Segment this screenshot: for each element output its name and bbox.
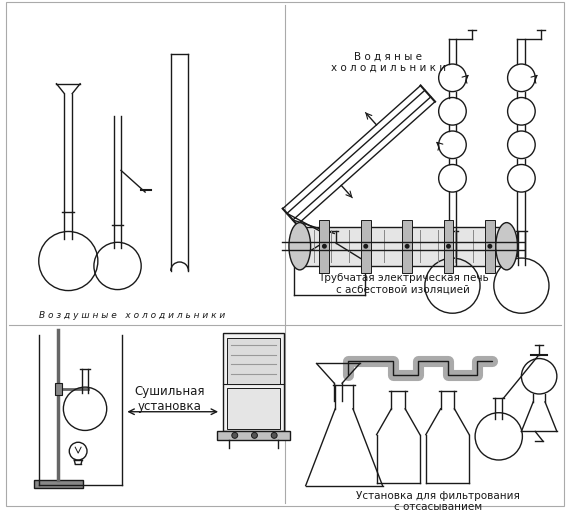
Bar — [55, 383, 62, 395]
Text: В о д я н ы е
х о л о д и л ь н и к и: В о д я н ы е х о л о д и л ь н и к и — [331, 51, 446, 73]
Circle shape — [322, 244, 327, 249]
Bar — [223, 333, 284, 431]
Bar — [443, 220, 453, 273]
Bar — [300, 227, 507, 266]
Circle shape — [271, 432, 277, 438]
Bar — [485, 220, 495, 273]
Bar — [217, 431, 290, 440]
Text: Установка для фильтрования
с отсасыванием: Установка для фильтрования с отсасывание… — [356, 491, 520, 512]
Bar — [361, 220, 370, 273]
Circle shape — [251, 432, 258, 438]
Bar — [34, 480, 83, 488]
Bar — [402, 220, 412, 273]
Bar — [227, 388, 280, 429]
Circle shape — [405, 244, 410, 249]
Circle shape — [487, 244, 492, 249]
Text: Трубчатая электрическая печь
с асбестовой изоляцией: Трубчатая электрическая печь с асбестово… — [318, 273, 488, 295]
Circle shape — [363, 244, 368, 249]
Ellipse shape — [289, 222, 311, 270]
Circle shape — [232, 432, 238, 438]
Bar — [227, 338, 280, 384]
Circle shape — [446, 244, 451, 249]
Bar — [319, 220, 329, 273]
Text: В о з д у ш н ы е   х о л о д и л ь н и к и: В о з д у ш н ы е х о л о д и л ь н и к … — [39, 311, 226, 320]
Text: Сушильная
установка: Сушильная установка — [135, 385, 205, 413]
Ellipse shape — [496, 222, 518, 270]
